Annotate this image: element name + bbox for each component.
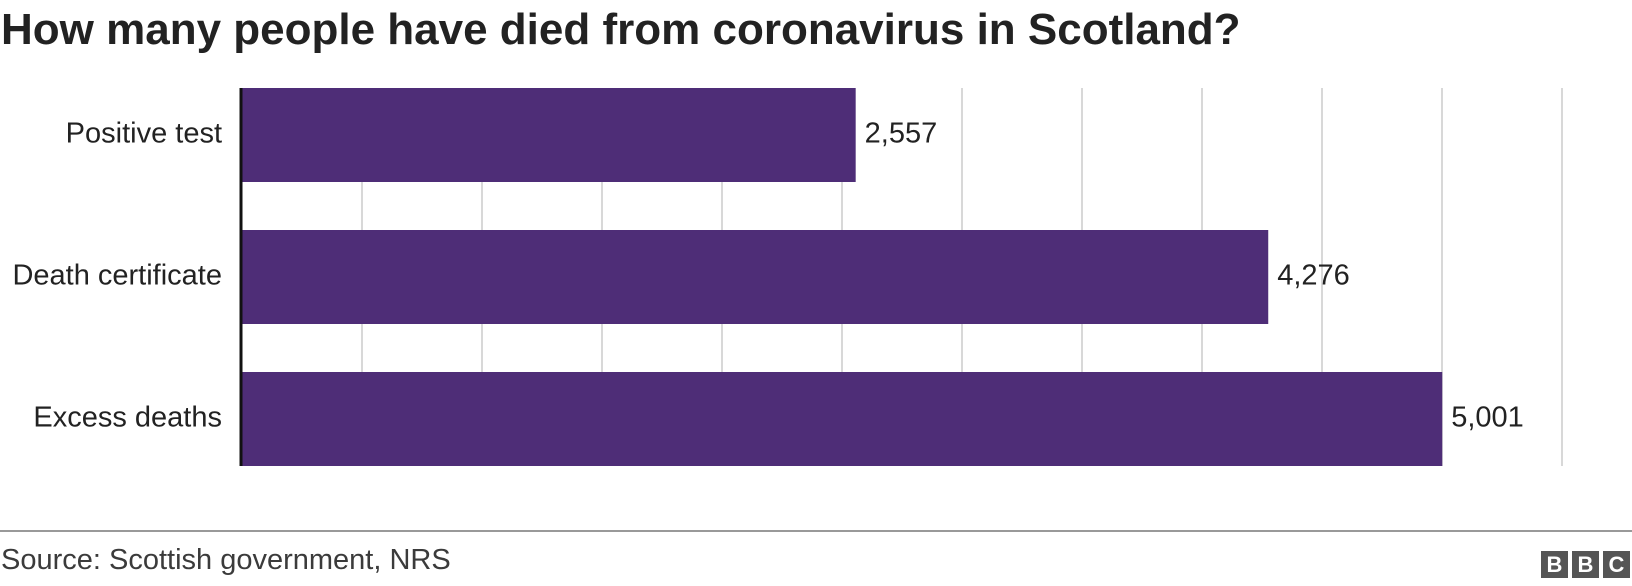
logo-letter-b2: B — [1572, 551, 1599, 578]
category-label: Positive test — [66, 118, 222, 150]
value-label: 5,001 — [1451, 402, 1524, 434]
bar-death-certificate — [242, 230, 1269, 324]
bars — [242, 88, 1443, 466]
bar-excess-deaths — [242, 372, 1443, 466]
value-label: 2,557 — [865, 118, 938, 150]
footer-divider — [0, 530, 1632, 532]
bbc-logo: B B C — [1541, 551, 1630, 578]
bar-chart: Positive test Death certificate Excess dea… — [12, 88, 1563, 466]
bar-positive-test — [242, 88, 856, 182]
category-labels: Positive test Death certificate Excess dea… — [12, 118, 222, 434]
source-note: Source: Scottish government, NRS — [1, 544, 451, 576]
category-label: Death certificate — [12, 260, 222, 292]
chart-title: How many people have died from coronavir… — [1, 5, 1241, 54]
value-labels: 2,557 4,276 5,001 — [865, 118, 1524, 434]
value-label: 4,276 — [1277, 260, 1350, 292]
logo-letter-c: C — [1603, 551, 1630, 578]
logo-letter-b1: B — [1541, 551, 1568, 578]
category-label: Excess deaths — [33, 402, 222, 434]
